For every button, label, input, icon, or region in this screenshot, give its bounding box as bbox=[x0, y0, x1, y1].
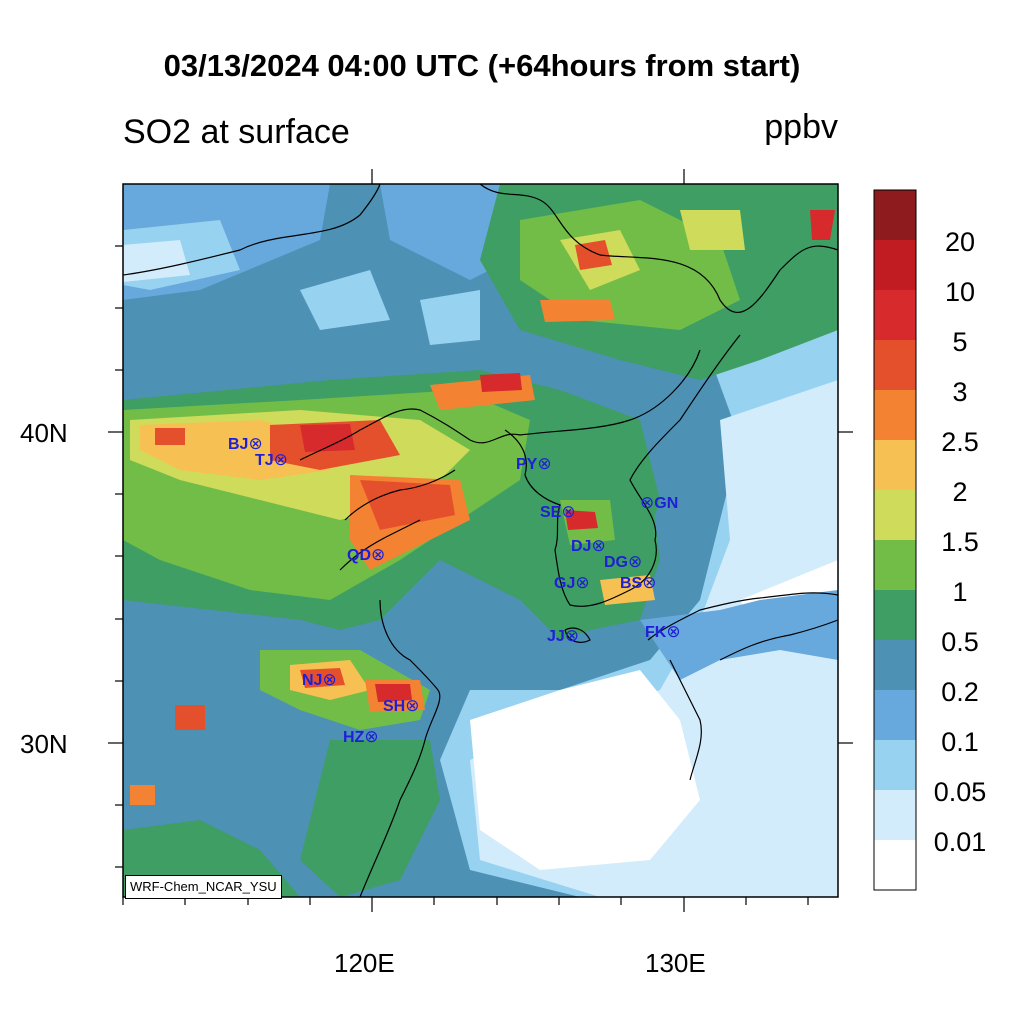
city-code: FK bbox=[645, 624, 667, 641]
city-marker: FK⊗ bbox=[645, 622, 681, 642]
colorbar-label: 20 bbox=[944, 227, 976, 257]
lon-tick-130: 130E bbox=[645, 948, 706, 978]
city-marker: QD⊗ bbox=[347, 545, 385, 565]
station-icon: ⊗ bbox=[591, 536, 606, 555]
variable-label: SO2 at surface bbox=[123, 113, 350, 151]
colorbar-label: 5 bbox=[952, 327, 968, 357]
city-code: GJ bbox=[554, 575, 576, 592]
plot-title: 03/13/2024 04:00 UTC (+64hours from star… bbox=[163, 48, 801, 83]
colorbar-label: 2.5 bbox=[941, 427, 979, 457]
colorbar-label: 0.01 bbox=[933, 827, 987, 857]
axis-ticks bbox=[108, 169, 853, 912]
city-code: DG bbox=[604, 554, 628, 571]
colorbar-label: 10 bbox=[944, 277, 976, 307]
units-label: ppbv bbox=[764, 108, 838, 146]
station-icon: ⊗ bbox=[666, 622, 681, 641]
station-icon: ⊗ bbox=[248, 434, 263, 453]
city-code: PY bbox=[516, 456, 538, 473]
concentration-field bbox=[123, 184, 838, 897]
city-marker: BS⊗ bbox=[620, 573, 656, 593]
station-icon: ⊗ bbox=[322, 670, 337, 689]
colorbar-label: 2 bbox=[952, 477, 968, 507]
city-marker: PY⊗ bbox=[516, 454, 552, 474]
lat-tick-40: 40N bbox=[20, 418, 68, 448]
city-marker: ⊗GN bbox=[640, 493, 678, 513]
station-icon: ⊗ bbox=[371, 545, 386, 564]
colorbar-label: 0.2 bbox=[941, 677, 979, 707]
colorbar-label: 0.1 bbox=[941, 727, 979, 757]
colorbar-label: 1 bbox=[952, 577, 968, 607]
city-marker: SH⊗ bbox=[383, 696, 419, 716]
city-marker: GJ⊗ bbox=[554, 573, 590, 593]
station-icon: ⊗ bbox=[564, 626, 580, 645]
city-code: NJ bbox=[302, 672, 323, 689]
city-code: BS bbox=[620, 575, 643, 592]
colorbar-label: 0.05 bbox=[933, 777, 987, 807]
city-code: SH bbox=[383, 698, 406, 715]
city-code: QD bbox=[347, 547, 371, 564]
city-marker: NJ⊗ bbox=[302, 670, 337, 690]
city-marker: TJ⊗ bbox=[255, 450, 288, 470]
city-code: HZ bbox=[343, 729, 365, 746]
city-marker: DJ⊗ bbox=[571, 536, 606, 556]
station-icon: ⊗ bbox=[642, 573, 657, 592]
coastlines bbox=[122, 183, 839, 898]
station-icon: ⊗ bbox=[273, 450, 288, 469]
station-icon: ⊗ bbox=[405, 696, 420, 715]
city-code: SE bbox=[540, 504, 562, 521]
station-icon: ⊗ bbox=[537, 454, 552, 473]
city-marker: BJ⊗ bbox=[228, 434, 263, 454]
station-icon: ⊗ bbox=[640, 493, 655, 512]
colorbar-label: 3 bbox=[952, 377, 968, 407]
city-code: DJ bbox=[571, 538, 592, 555]
city-marker: DG⊗ bbox=[604, 552, 642, 572]
colorbar-label: 1.5 bbox=[941, 527, 979, 557]
lon-tick-120: 120E bbox=[334, 948, 395, 978]
lat-tick-30: 30N bbox=[20, 729, 68, 759]
city-marker: HZ⊗ bbox=[343, 727, 379, 747]
city-code: TJ bbox=[255, 452, 274, 469]
model-credit: WRF-Chem_NCAR_YSU bbox=[125, 875, 282, 899]
station-icon: ⊗ bbox=[575, 573, 590, 592]
city-marker: JJ⊗ bbox=[547, 626, 579, 646]
city-code: BJ bbox=[228, 436, 249, 453]
station-icon: ⊗ bbox=[364, 727, 379, 746]
city-code: JJ bbox=[547, 628, 565, 645]
city-marker: SE⊗ bbox=[540, 502, 576, 522]
station-icon: ⊗ bbox=[561, 502, 576, 521]
colorbar bbox=[873, 189, 917, 891]
colorbar-label: 0.5 bbox=[941, 627, 979, 657]
station-icon: ⊗ bbox=[628, 552, 643, 571]
city-code: GN bbox=[654, 495, 679, 512]
